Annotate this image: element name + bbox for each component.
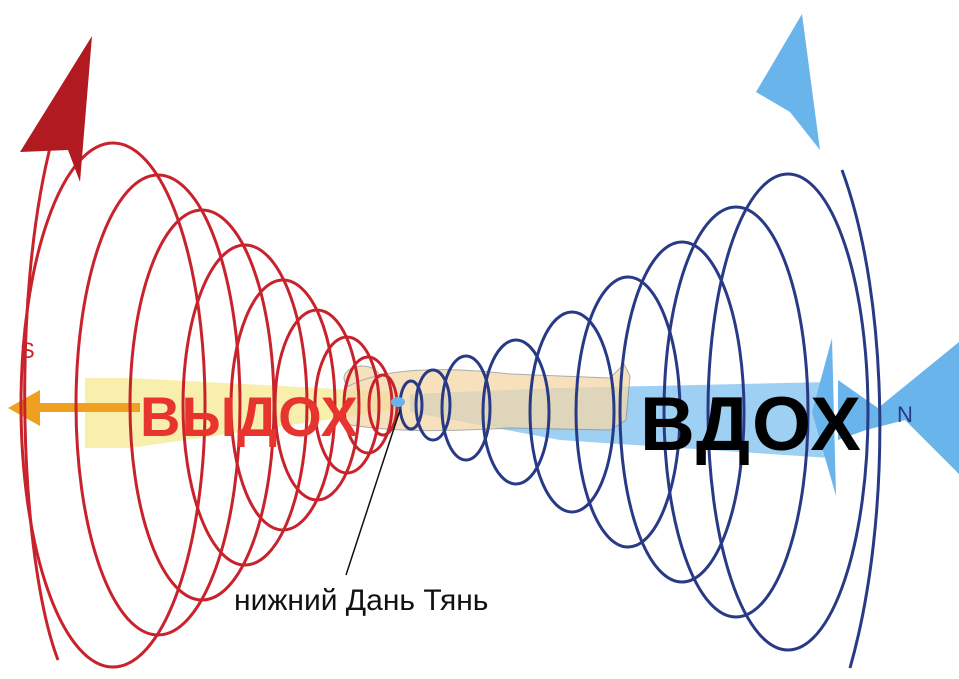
lower-dantian-marker <box>345 397 405 576</box>
exhale-label: ВЫДОХ <box>140 385 359 448</box>
inhale-direction-arrowhead <box>756 14 820 150</box>
inhale-label: ВДОХ <box>640 382 863 467</box>
south-pole-label: S <box>20 338 35 363</box>
exhale-direction-arrowhead <box>20 36 92 182</box>
north-pole-label: N <box>897 402 913 427</box>
inhale-arrow <box>838 342 959 474</box>
exhale-spiral <box>19 139 399 669</box>
inhale-arrow-tip <box>812 338 836 496</box>
lower-dantian-label: нижний Дань Тянь <box>234 584 488 617</box>
inhale-spiral <box>398 169 882 669</box>
